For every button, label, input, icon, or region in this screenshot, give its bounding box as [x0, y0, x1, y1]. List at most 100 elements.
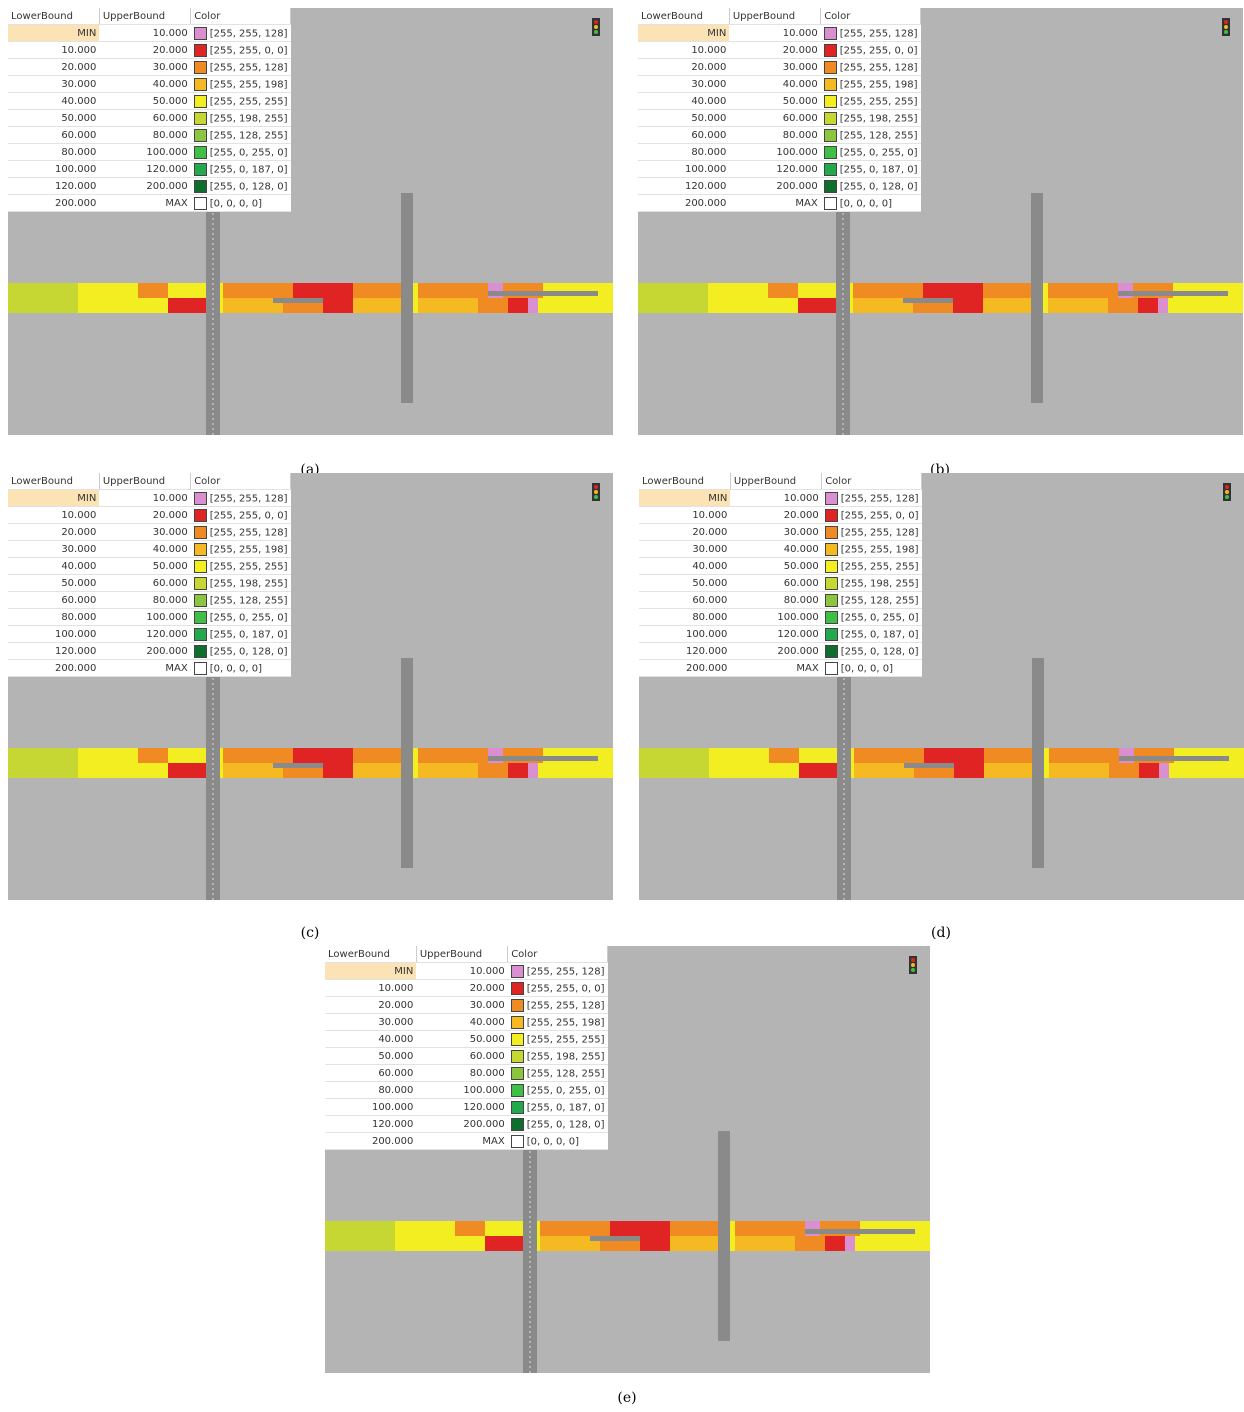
color-cell: [255, 255, 255] [191, 558, 291, 575]
color-swatch [825, 509, 838, 522]
color-swatch [824, 197, 837, 210]
color-cell: [255, 0, 255, 0] [191, 609, 291, 626]
legend-row: 120.000200.000[255, 0, 128, 0] [8, 643, 291, 660]
color-cell: [255, 255, 198] [821, 76, 921, 93]
lower-bound: 50.000 [8, 575, 99, 592]
legend-row: 100.000120.000[255, 0, 187, 0] [639, 626, 922, 643]
legend-row: 40.00050.000[255, 255, 255] [639, 558, 922, 575]
cross-road [718, 1131, 730, 1341]
color-swatch [824, 146, 837, 159]
color-value: [0, 0, 0, 0] [840, 198, 892, 209]
legend-table: LowerBoundUpperBoundColorMIN10.000[255, … [325, 946, 608, 1150]
color-swatch [194, 146, 207, 159]
color-swatch [511, 965, 524, 978]
upper-bound: 10.000 [416, 963, 507, 980]
road-segment [1158, 298, 1168, 313]
color-cell: [255, 255, 128] [508, 997, 608, 1014]
color-cell: [0, 0, 0, 0] [191, 195, 291, 212]
color-swatch [194, 560, 207, 573]
map-panel: LowerBoundUpperBoundColorMIN10.000[255, … [639, 473, 1244, 900]
road-segment [528, 763, 538, 778]
lower-bound: MIN [325, 963, 416, 980]
legend-table: LowerBoundUpperBoundColorMIN10.000[255, … [639, 473, 922, 677]
lower-bound: 20.000 [325, 997, 416, 1014]
color-cell: [0, 0, 0, 0] [821, 195, 921, 212]
color-value: [255, 198, 255] [210, 113, 288, 124]
color-value: [255, 255, 198] [527, 1017, 605, 1028]
lower-bound: 60.000 [8, 592, 99, 609]
color-cell: [255, 255, 0, 0] [821, 42, 921, 59]
road-segment [735, 1236, 795, 1251]
color-cell: [255, 198, 255] [821, 110, 921, 127]
legend-header-cell: Color [191, 8, 291, 25]
lower-bound: 10.000 [8, 507, 99, 524]
legend-row: 60.00080.000[255, 128, 255] [8, 127, 291, 144]
color-swatch [825, 611, 838, 624]
color-cell: [255, 0, 128, 0] [191, 178, 291, 195]
color-cell: [255, 0, 128, 0] [822, 643, 922, 660]
road-segment [768, 283, 798, 298]
legend-row: 200.000MAX[0, 0, 0, 0] [325, 1133, 608, 1150]
color-value: [255, 128, 255] [841, 595, 919, 606]
lower-bound: MIN [8, 25, 99, 42]
signal-light [594, 485, 598, 489]
lower-bound: 10.000 [639, 507, 730, 524]
lower-bound: 30.000 [639, 541, 730, 558]
lower-bound: 50.000 [8, 110, 99, 127]
lower-bound: 200.000 [325, 1133, 416, 1150]
road-segment [795, 1236, 825, 1251]
color-value: [255, 255, 0, 0] [210, 510, 288, 521]
legend-row: 10.00020.000 [255, 255, 0, 0] [8, 507, 291, 524]
legend-row: MIN10.000[255, 255, 128] [8, 490, 291, 507]
legend-table: LowerBoundUpperBoundColorMIN10.000[255, … [638, 8, 921, 212]
color-value: [0, 0, 0, 0] [527, 1136, 579, 1147]
lower-bound: 200.000 [638, 195, 729, 212]
color-cell: [0, 0, 0, 0] [508, 1133, 608, 1150]
cross-road [836, 178, 850, 435]
color-cell: [255, 255, 128] [508, 963, 608, 980]
color-swatch [825, 577, 838, 590]
color-cell: [0, 0, 0, 0] [822, 660, 922, 677]
upper-bound: 120.000 [99, 161, 190, 178]
upper-bound: 30.000 [730, 524, 821, 541]
color-value: [255, 0, 128, 0] [841, 646, 919, 657]
lower-bound: 30.000 [325, 1014, 416, 1031]
color-value: [255, 255, 255] [210, 561, 288, 572]
road-segment [610, 1221, 670, 1236]
road-edge [325, 1221, 395, 1251]
road-segment [418, 283, 498, 298]
color-value: [255, 255, 128] [527, 966, 605, 977]
color-cell: [0, 0, 0, 0] [191, 660, 291, 677]
signal-light [1225, 490, 1229, 494]
road-segment [293, 748, 353, 763]
lower-bound: 30.000 [8, 76, 99, 93]
road-segment [1139, 763, 1159, 778]
signal-light [1225, 485, 1229, 489]
color-swatch [825, 645, 838, 658]
signal-light [594, 30, 598, 34]
legend-row: 40.00050.000[255, 255, 255] [638, 93, 921, 110]
upper-bound: 20.000 [416, 980, 507, 997]
color-cell: [255, 198, 255] [508, 1048, 608, 1065]
color-value: [255, 255, 128] [840, 62, 918, 73]
ramp [904, 763, 954, 768]
color-swatch [194, 492, 207, 505]
road-segment [478, 298, 508, 313]
road-edge [8, 283, 78, 313]
color-cell: [255, 255, 0, 0] [191, 42, 291, 59]
lower-bound: 20.000 [8, 59, 99, 76]
lower-bound: 100.000 [325, 1099, 416, 1116]
legend-header-cell: LowerBound [639, 473, 730, 490]
color-value: [255, 128, 255] [840, 130, 918, 141]
upper-bound: 20.000 [99, 507, 190, 524]
color-cell: [255, 0, 255, 0] [191, 144, 291, 161]
road-segment [508, 763, 528, 778]
color-swatch [194, 44, 207, 57]
road-segment [540, 1221, 610, 1236]
legend-header-cell: LowerBound [325, 946, 416, 963]
color-swatch [194, 611, 207, 624]
